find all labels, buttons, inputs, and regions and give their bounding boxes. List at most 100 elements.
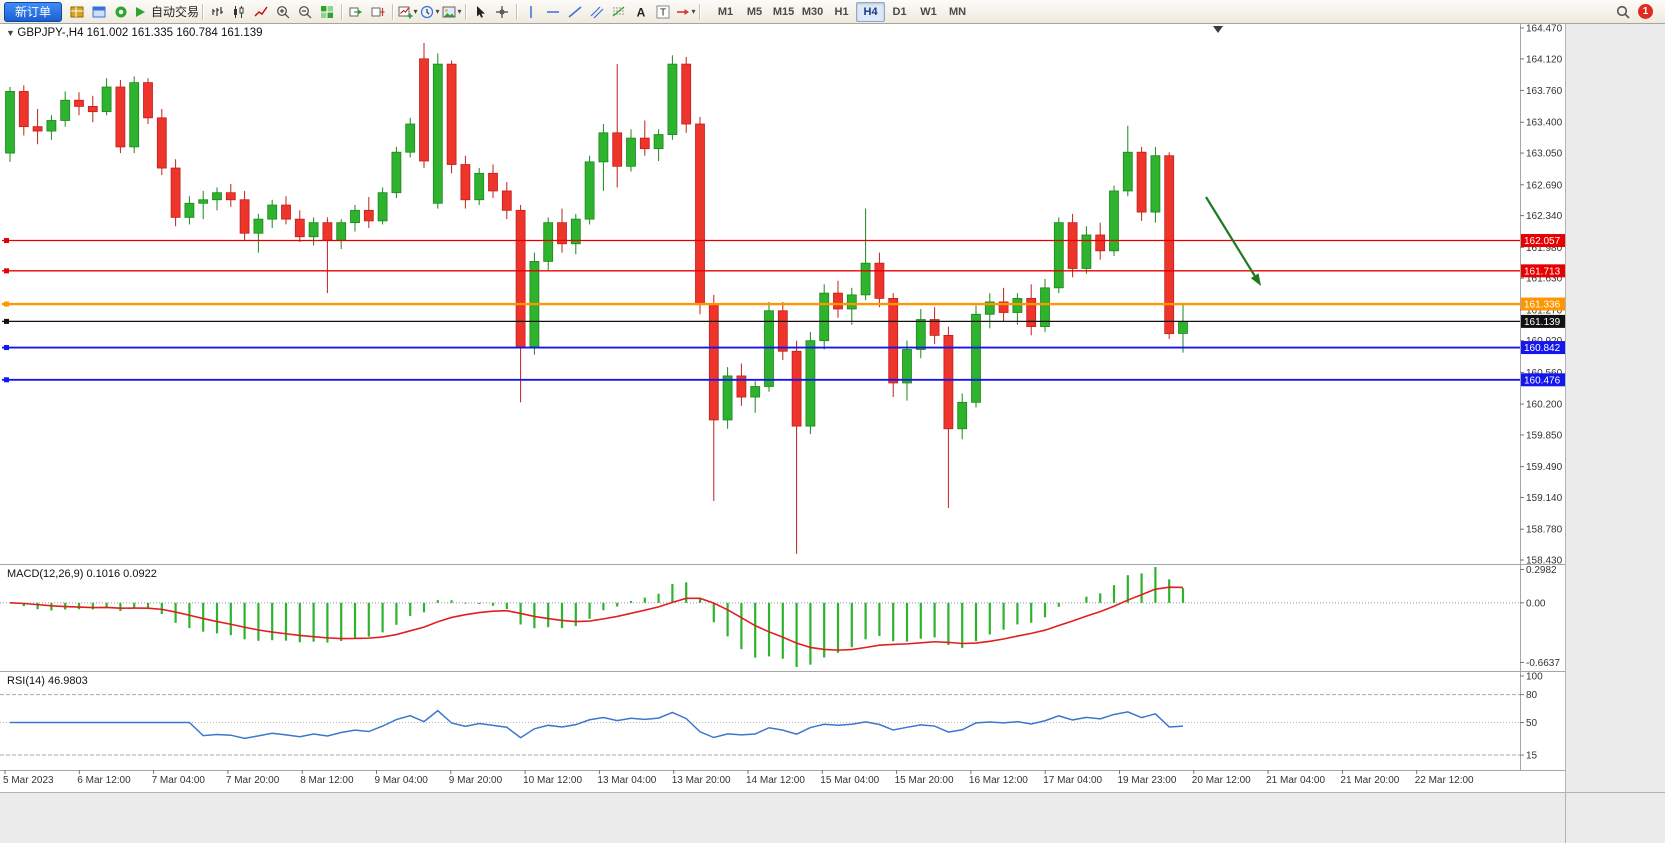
svg-text:163.760: 163.760 bbox=[1526, 86, 1563, 97]
tile-windows-icon bbox=[319, 4, 335, 20]
candle-body bbox=[846, 294, 857, 310]
macd-indicator: 0.2982 0.00 -0.6637 bbox=[0, 565, 1560, 669]
candle-body bbox=[860, 262, 871, 296]
bottom-margin bbox=[0, 792, 1665, 843]
svg-text:158.780: 158.780 bbox=[1526, 525, 1563, 536]
candle-body bbox=[1109, 190, 1119, 252]
timeframe-h1[interactable]: H1 bbox=[834, 5, 849, 18]
zoom-out-icon bbox=[297, 4, 313, 20]
market-watch-button[interactable] bbox=[66, 2, 88, 22]
candle-body bbox=[695, 123, 705, 305]
line-handle bbox=[4, 268, 9, 274]
candle-body bbox=[570, 218, 581, 245]
horizontal-line[interactable] bbox=[2, 301, 1520, 307]
line-handle bbox=[4, 345, 9, 351]
shapes-button[interactable]: ▾ bbox=[674, 2, 696, 22]
timeframe-d1[interactable]: D1 bbox=[892, 5, 907, 18]
horizontal-line[interactable] bbox=[2, 318, 1520, 324]
zoom-in-button[interactable] bbox=[272, 2, 294, 22]
text-label-button[interactable]: T bbox=[652, 2, 674, 22]
candle-body bbox=[874, 262, 885, 299]
line-handle bbox=[4, 238, 9, 244]
candle-body bbox=[446, 63, 457, 165]
timeframe-m5[interactable]: M5 bbox=[746, 5, 763, 18]
chevron-down-icon: ▾ bbox=[413, 7, 418, 16]
svg-text:159.490: 159.490 bbox=[1526, 462, 1563, 473]
timeframe-mn[interactable]: MN bbox=[948, 5, 967, 18]
candle-body bbox=[156, 117, 167, 169]
candle-body bbox=[584, 161, 595, 220]
horizontal-line[interactable] bbox=[2, 268, 1520, 274]
horizontal-line-button[interactable] bbox=[542, 2, 564, 22]
horizontal-line[interactable] bbox=[2, 345, 1520, 351]
zoom-out-button[interactable] bbox=[294, 2, 316, 22]
timeframe-w1[interactable]: W1 bbox=[920, 5, 937, 18]
timeframe-m1[interactable]: M1 bbox=[717, 5, 734, 18]
vertical-line-button[interactable] bbox=[520, 2, 542, 22]
timeframe-m30[interactable]: M30 bbox=[801, 5, 824, 18]
candle-body bbox=[1040, 287, 1050, 327]
horizontal-line[interactable] bbox=[2, 377, 1520, 383]
candle-body bbox=[143, 82, 153, 119]
cursor-button[interactable] bbox=[469, 2, 491, 22]
time-axis: 5 Mar 2023 6 Mar 12:00 7 Mar 04:00 7 Mar 20… bbox=[3, 770, 1474, 786]
svg-text:0.00: 0.00 bbox=[1526, 598, 1546, 609]
candle-body bbox=[474, 172, 485, 201]
svg-text:15 Mar 04:00: 15 Mar 04:00 bbox=[820, 775, 879, 786]
channel-button[interactable] bbox=[586, 2, 608, 22]
candle-body bbox=[1067, 222, 1078, 269]
svg-text:9 Mar 20:00: 9 Mar 20:00 bbox=[449, 775, 503, 786]
templates-button[interactable]: ▾ bbox=[440, 2, 462, 22]
trend-arrow-annotation[interactable] bbox=[1205, 196, 1261, 286]
toolbar-separator bbox=[516, 3, 518, 20]
chart-shift-button[interactable] bbox=[367, 2, 389, 22]
line-handle bbox=[4, 377, 9, 383]
fibonacci-button[interactable] bbox=[608, 2, 630, 22]
svg-text:161.630: 161.630 bbox=[1526, 274, 1563, 285]
data-window-icon bbox=[91, 4, 107, 20]
tile-windows-button[interactable] bbox=[316, 2, 338, 22]
candle-body bbox=[1081, 234, 1092, 269]
rsi-indicator: 100 80 50 15 bbox=[0, 672, 1543, 762]
crosshair-button[interactable] bbox=[491, 2, 513, 22]
timeframe-m15[interactable]: M15 bbox=[772, 5, 795, 18]
chart-shift-marker[interactable] bbox=[1213, 26, 1223, 33]
trendline-button[interactable] bbox=[564, 2, 586, 22]
candle-body bbox=[1053, 222, 1064, 289]
svg-text:13 Mar 04:00: 13 Mar 04:00 bbox=[597, 775, 656, 786]
auto-scroll-button[interactable] bbox=[345, 2, 367, 22]
clock-icon bbox=[419, 4, 435, 20]
line-chart-button[interactable] bbox=[250, 2, 272, 22]
periods-button[interactable]: ▾ bbox=[418, 2, 440, 22]
new-order-button[interactable]: 新订单 bbox=[4, 1, 63, 22]
candle-body bbox=[225, 192, 236, 201]
line-chart-icon bbox=[253, 4, 269, 20]
candle-body bbox=[74, 99, 84, 107]
search-icon[interactable] bbox=[1612, 2, 1634, 22]
candle-body bbox=[998, 301, 1009, 313]
auto-scroll-icon bbox=[348, 4, 364, 20]
notification-badge[interactable]: 1 bbox=[1638, 4, 1653, 19]
chart-plus-icon bbox=[397, 4, 413, 20]
svg-text:22 Mar 12:00: 22 Mar 12:00 bbox=[1415, 775, 1474, 786]
candle-body bbox=[515, 209, 526, 348]
price-tag: 161.713 bbox=[1521, 264, 1565, 278]
new-chart-button[interactable]: ▾ bbox=[396, 2, 418, 22]
timeframe-h4[interactable]: H4 bbox=[856, 1, 886, 22]
candle-body bbox=[5, 91, 15, 154]
one-click-expand-icon[interactable]: ▼ bbox=[6, 28, 18, 38]
svg-text:164.470: 164.470 bbox=[1526, 24, 1563, 35]
candle-body bbox=[1122, 151, 1133, 192]
symbol-header-text: GBPJPY-,H4 161.002 161.335 160.784 161.1… bbox=[17, 27, 263, 39]
text-button[interactable]: A bbox=[630, 2, 652, 22]
data-window-button[interactable] bbox=[88, 2, 110, 22]
navigator-button[interactable] bbox=[110, 2, 132, 22]
candlestick-chart-button[interactable] bbox=[228, 2, 250, 22]
auto-trading-button[interactable]: 自动交易 bbox=[132, 2, 199, 22]
svg-text:161.139: 161.139 bbox=[1524, 317, 1561, 328]
text-a-icon: A bbox=[633, 4, 649, 20]
horizontal-line[interactable] bbox=[2, 238, 1520, 244]
play-icon bbox=[132, 4, 148, 20]
bar-chart-button[interactable] bbox=[206, 2, 228, 22]
